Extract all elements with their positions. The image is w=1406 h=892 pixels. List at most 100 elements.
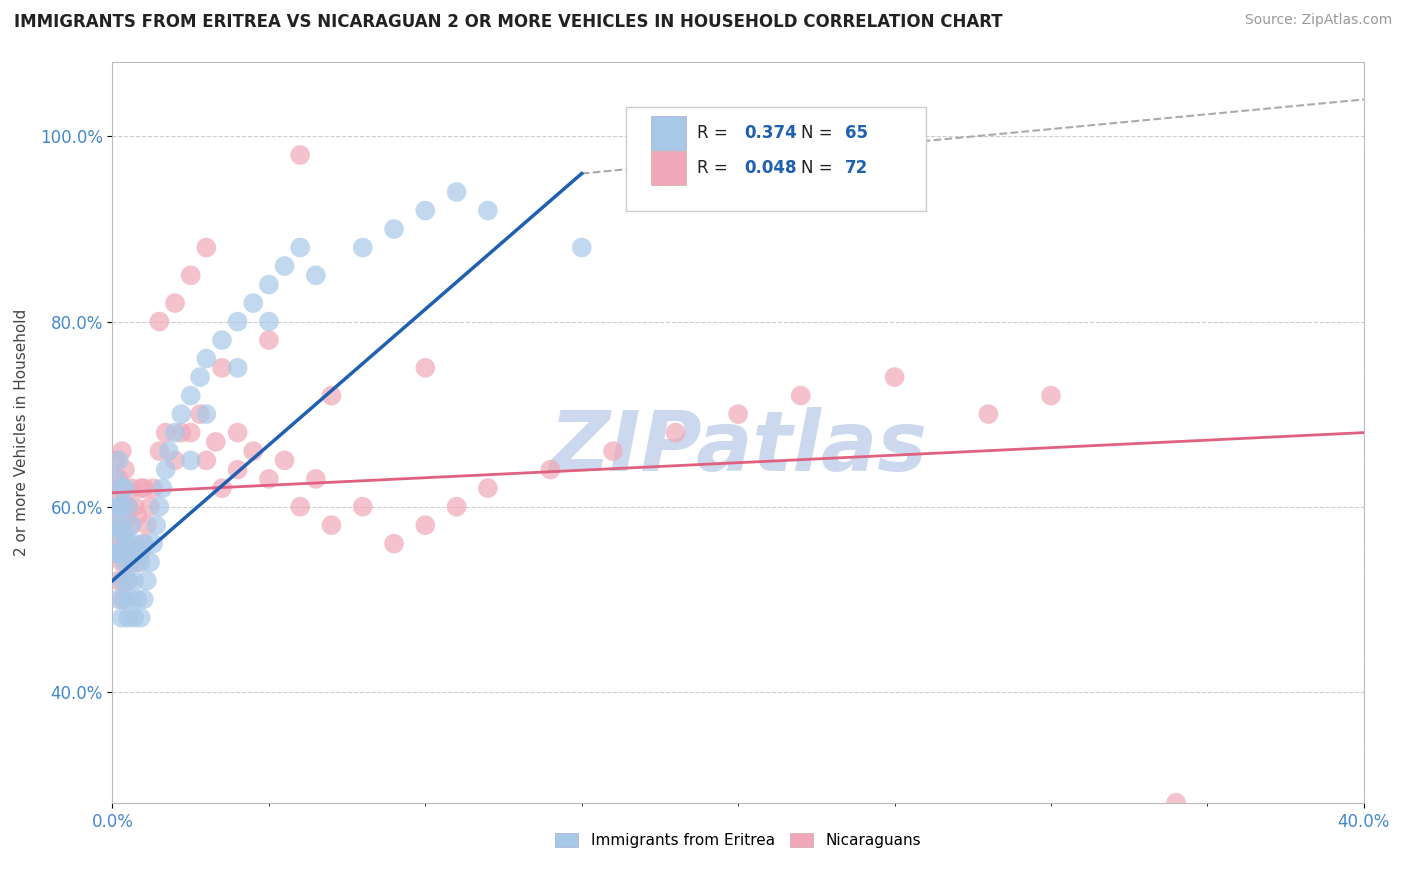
Point: [129, 555, 152, 569]
Point: [127, 592, 149, 607]
Point: [790, 389, 813, 403]
Point: [170, 407, 193, 421]
Point: [1039, 389, 1063, 403]
Point: [242, 444, 264, 458]
Point: [446, 500, 468, 514]
Point: [120, 592, 142, 607]
Point: [117, 500, 139, 514]
Point: [170, 425, 193, 440]
Point: [124, 574, 146, 588]
Point: [163, 296, 186, 310]
Point: [188, 407, 211, 421]
Point: [120, 555, 142, 569]
Point: [124, 500, 146, 514]
Point: [321, 389, 343, 403]
Point: [114, 536, 136, 550]
Point: [145, 518, 167, 533]
Point: [107, 536, 129, 550]
Point: [977, 407, 1000, 421]
Point: [127, 508, 149, 523]
Point: [148, 500, 170, 514]
Point: [104, 472, 127, 486]
Point: [477, 481, 499, 495]
Point: [211, 333, 233, 347]
FancyBboxPatch shape: [651, 152, 686, 185]
Point: [117, 611, 139, 625]
Y-axis label: 2 or more Vehicles in Household: 2 or more Vehicles in Household: [14, 309, 28, 557]
Point: [127, 555, 149, 569]
Point: [117, 536, 139, 550]
Point: [111, 518, 134, 533]
Point: [107, 592, 129, 607]
Point: [142, 481, 165, 495]
Text: R =: R =: [697, 160, 733, 178]
Point: [104, 546, 127, 560]
Point: [540, 462, 562, 476]
Point: [226, 360, 249, 375]
Point: [111, 444, 134, 458]
Text: 0.048: 0.048: [744, 160, 797, 178]
Point: [124, 611, 146, 625]
Point: [727, 407, 749, 421]
Point: [114, 462, 136, 476]
Point: [120, 481, 142, 495]
Point: [107, 574, 129, 588]
Point: [139, 555, 162, 569]
Point: [382, 222, 405, 236]
Point: [1166, 796, 1188, 810]
Point: [415, 203, 437, 218]
Text: N =: N =: [801, 160, 838, 178]
Point: [446, 185, 468, 199]
Point: [124, 546, 146, 560]
Text: 65: 65: [845, 124, 868, 142]
Point: [104, 453, 127, 467]
Point: [226, 462, 249, 476]
Point: [104, 518, 127, 533]
Point: [180, 425, 202, 440]
Point: [107, 546, 129, 560]
Point: [211, 481, 233, 495]
Point: [305, 268, 328, 283]
Point: [120, 555, 142, 569]
Text: ZIPatlas: ZIPatlas: [550, 407, 927, 488]
Point: [571, 240, 593, 255]
Point: [107, 500, 129, 514]
Point: [148, 315, 170, 329]
Point: [104, 518, 127, 533]
Point: [883, 370, 905, 384]
Point: [180, 453, 202, 467]
Point: [111, 555, 134, 569]
Point: [195, 351, 218, 366]
Point: [107, 527, 129, 541]
Text: 0.374: 0.374: [744, 124, 797, 142]
Text: 72: 72: [845, 160, 868, 178]
Point: [104, 481, 127, 495]
Point: [163, 453, 186, 467]
Point: [157, 444, 180, 458]
Point: [114, 481, 136, 495]
Point: [257, 472, 280, 486]
FancyBboxPatch shape: [651, 117, 686, 150]
Point: [290, 148, 312, 162]
Point: [188, 370, 211, 384]
Point: [152, 481, 174, 495]
Point: [111, 500, 134, 514]
Point: [155, 425, 177, 440]
Point: [180, 268, 202, 283]
Point: [139, 500, 162, 514]
Point: [104, 500, 127, 514]
Point: [602, 444, 624, 458]
Point: [114, 500, 136, 514]
Point: [129, 546, 152, 560]
Text: Source: ZipAtlas.com: Source: ZipAtlas.com: [1244, 13, 1392, 28]
Point: [148, 444, 170, 458]
Point: [180, 389, 202, 403]
Point: [132, 481, 155, 495]
Point: [415, 518, 437, 533]
Point: [290, 240, 312, 255]
Text: R =: R =: [697, 124, 733, 142]
Point: [135, 574, 157, 588]
Point: [195, 407, 218, 421]
Point: [226, 425, 249, 440]
Point: [352, 240, 374, 255]
